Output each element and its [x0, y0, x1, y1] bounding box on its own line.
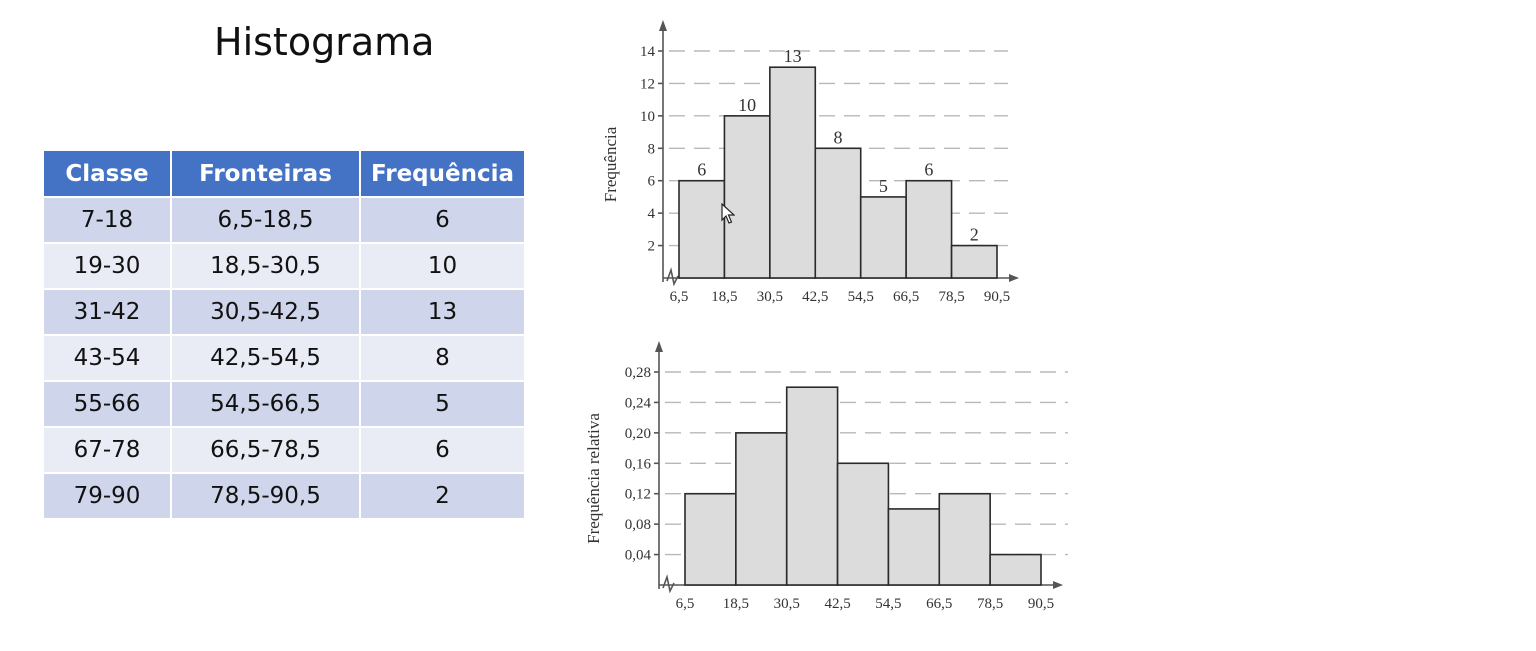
cell-frequencia: 8: [360, 334, 524, 381]
x-tick-label: 42,5: [824, 596, 850, 612]
x-tick-label: 78,5: [938, 289, 964, 305]
histogram-bar: [769, 66, 817, 279]
histogram-bar: [785, 386, 839, 586]
table-row: 7-18 6,5-18,5 6: [44, 196, 524, 243]
mouse-cursor-icon: [721, 203, 735, 224]
x-tick-label: 18,5: [723, 596, 749, 612]
x-tick-label: 18,5: [711, 289, 737, 305]
cell-fronteiras: 54,5-66,5: [171, 380, 361, 427]
cell-classe: 79-90: [44, 472, 172, 518]
cell-classe: 67-78: [44, 426, 172, 473]
x-tick-label: 6,5: [670, 289, 689, 305]
data-label: 13: [784, 46, 802, 66]
table-header-row: Classe Fronteiras Frequência: [44, 151, 524, 197]
y-tick-label: 0,08: [625, 517, 651, 533]
table-row: 79-90 78,5-90,5 2: [44, 472, 524, 518]
table-row: 31-42 30,5-42,5 13: [44, 288, 524, 335]
x-tick-label: 66,5: [893, 289, 919, 305]
histogram-bar: [950, 244, 998, 279]
data-label: 2: [970, 225, 979, 245]
cell-fronteiras: 30,5-42,5: [171, 288, 361, 335]
histogram-bar: [723, 115, 771, 279]
y-tick-label: 8: [648, 141, 656, 157]
y-tick-label: 12: [640, 76, 655, 92]
histogram-bar: [859, 196, 907, 279]
y-tick-label: 4: [648, 206, 656, 222]
cell-frequencia: 6: [360, 196, 524, 243]
histogram-bar: [735, 432, 788, 586]
cell-classe: 43-54: [44, 334, 172, 381]
y-tick-label: 14: [640, 44, 656, 60]
histogram-bar: [678, 179, 726, 279]
x-tick-label: 54,5: [848, 289, 874, 305]
y-axis-arrow-icon: [655, 341, 663, 352]
cell-classe: 19-30: [44, 242, 172, 289]
cell-frequencia: 2: [360, 472, 524, 518]
cell-classe: 31-42: [44, 288, 172, 335]
y-tick-label: 0,28: [625, 365, 651, 381]
y-tick-label: 10: [640, 109, 655, 125]
y-axis-label: Frequência: [601, 126, 620, 202]
cell-frequencia: 6: [360, 426, 524, 473]
data-label: 8: [834, 127, 843, 147]
cell-fronteiras: 42,5-54,5: [171, 334, 361, 381]
cell-classe: 7-18: [44, 196, 172, 243]
y-tick-label: 0,12: [625, 487, 651, 503]
table-row: 43-54 42,5-54,5 8: [44, 334, 524, 381]
histogram-bar: [887, 508, 941, 586]
cell-fronteiras: 66,5-78,5: [171, 426, 361, 473]
axis-break-icon: [666, 267, 679, 287]
header-fronteiras: Fronteiras: [171, 151, 361, 197]
cell-fronteiras: 6,5-18,5: [171, 196, 361, 243]
header-classe: Classe: [44, 151, 172, 197]
x-tick-label: 90,5: [1028, 596, 1054, 612]
x-tick-label: 66,5: [926, 596, 952, 612]
x-tick-label: 42,5: [802, 289, 828, 305]
cell-fronteiras: 18,5-30,5: [171, 242, 361, 289]
table-row: 67-78 66,5-78,5 6: [44, 426, 524, 473]
histogram-bar: [938, 492, 991, 586]
data-label: 6: [924, 160, 933, 180]
y-tick-label: 0,20: [625, 426, 651, 442]
cell-frequencia: 10: [360, 242, 524, 289]
axis-break-icon: [662, 574, 675, 594]
y-tick-label: 2: [648, 239, 656, 255]
y-tick-label: 6: [648, 174, 656, 190]
header-frequencia: Frequência: [360, 151, 524, 197]
cell-classe: 55-66: [44, 380, 172, 427]
y-tick-label: 0,16: [625, 456, 652, 472]
x-axis-arrow-icon: [1009, 274, 1019, 282]
x-axis-arrow-icon: [1053, 581, 1063, 589]
x-tick-label: 6,5: [676, 596, 695, 612]
x-tick-label: 78,5: [977, 596, 1003, 612]
data-label: 6: [697, 160, 706, 180]
frequency-table: Classe Fronteiras Frequência 7-18 6,5-18…: [44, 151, 524, 518]
data-label: 5: [879, 176, 888, 196]
y-tick-label: 0,04: [625, 548, 652, 564]
x-tick-label: 54,5: [875, 596, 901, 612]
x-tick-label: 30,5: [757, 289, 783, 305]
table-row: 19-30 18,5-30,5 10: [44, 242, 524, 289]
cell-frequencia: 5: [360, 380, 524, 427]
cell-fronteiras: 78,5-90,5: [171, 472, 361, 518]
cell-frequencia: 13: [360, 288, 524, 335]
histogram-bar: [684, 492, 737, 586]
y-axis-arrow-icon: [659, 20, 667, 31]
y-tick-label: 0,24: [625, 395, 652, 411]
histogram-bar: [905, 179, 953, 279]
slide-title: Histograma: [214, 20, 435, 64]
histogram-bar: [814, 147, 862, 279]
x-tick-label: 30,5: [774, 596, 800, 612]
y-axis-label: Frequência relativa: [584, 413, 603, 544]
histogram-bar: [989, 553, 1042, 586]
x-tick-label: 90,5: [984, 289, 1010, 305]
table-row: 55-66 54,5-66,5 5: [44, 380, 524, 427]
histogram-bar: [836, 462, 890, 586]
data-label: 10: [738, 95, 756, 115]
